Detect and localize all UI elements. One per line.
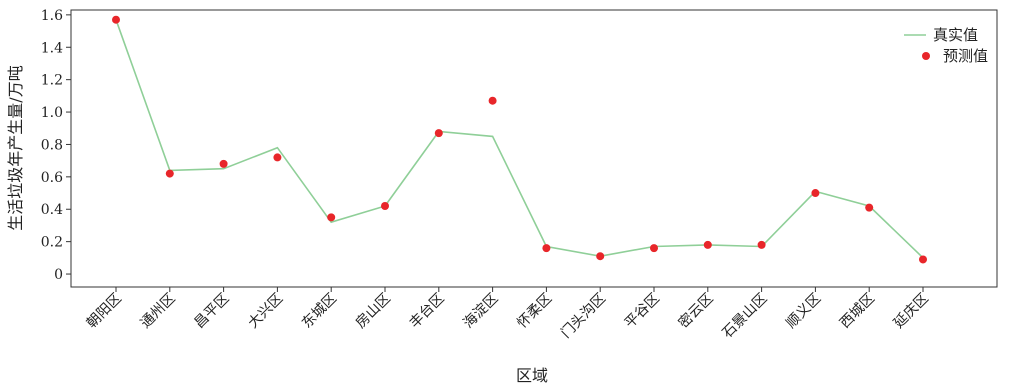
y-tick-label: 0.2 xyxy=(41,235,63,251)
predicted-value-point xyxy=(650,244,658,253)
y-tick-label: 1.6 xyxy=(41,8,63,24)
x-axis-ticks: 朝阳区 通州区 昌平区 大兴区 东城区 房山区 丰台区 海淀区 怀柔区 门头沟区 平谷区 密云区 石景山… xyxy=(84,287,932,341)
predicted-value-point xyxy=(703,240,712,249)
predicted-value-point xyxy=(542,244,551,253)
y-tick-label: 0 xyxy=(54,267,63,283)
predicted-value-point xyxy=(219,159,228,168)
y-tick-label: 1.0 xyxy=(41,105,63,121)
x-tick-label: 朝阳区 xyxy=(84,291,125,332)
predicted-value-point xyxy=(488,96,497,105)
x-tick-label: 西城区 xyxy=(837,291,878,332)
x-tick-label: 海淀区 xyxy=(460,291,501,332)
predicted-value-point xyxy=(865,203,874,212)
y-axis-title: 生活垃圾年产生量/万吨 xyxy=(6,65,25,230)
legend: 真实值 预测值 xyxy=(904,26,988,65)
x-tick-label: 门头沟区 xyxy=(558,291,609,342)
predicted-value-point xyxy=(919,255,927,264)
x-tick-label: 通州区 xyxy=(138,291,179,332)
x-axis-title: 区域 xyxy=(516,366,548,385)
y-tick-label: 0.4 xyxy=(41,202,63,218)
predicted-value-point xyxy=(112,15,120,24)
predicted-value-point xyxy=(434,129,443,138)
predicted-value-point xyxy=(596,252,605,261)
plot-frame xyxy=(70,9,998,288)
predicted-value-point xyxy=(273,153,282,162)
y-tick-label: 1.2 xyxy=(41,73,63,89)
predicted-value-point xyxy=(327,213,336,222)
x-tick-label: 密云区 xyxy=(675,290,717,332)
series xyxy=(112,15,927,264)
x-tick-label: 东城区 xyxy=(299,291,340,332)
predicted-value-point xyxy=(811,189,820,198)
predicted-value-point xyxy=(381,202,389,211)
x-tick-label: 丰台区 xyxy=(407,291,448,332)
x-tick-label: 怀柔区 xyxy=(514,291,555,332)
legend-dot-swatch xyxy=(922,52,930,60)
y-tick-label: 0.6 xyxy=(41,170,63,186)
predicted-value-point xyxy=(165,169,174,178)
y-tick-label: 0.8 xyxy=(41,137,63,153)
axes xyxy=(70,9,998,288)
legend-label-actual: 真实值 xyxy=(933,26,978,44)
x-tick-label: 大兴区 xyxy=(245,291,286,332)
x-tick-label: 平谷区 xyxy=(622,291,663,332)
legend-label-predicted: 预测值 xyxy=(943,47,988,65)
x-tick-label: 延庆区 xyxy=(891,291,932,332)
x-tick-label: 顺义区 xyxy=(783,291,824,332)
y-axis-ticks: 0 0.2 0.4 0.6 0.8 1.0 1.2 1.4 1.6 xyxy=(41,8,71,283)
x-tick-label: 石景山区 xyxy=(720,291,771,342)
actual-value-line xyxy=(115,19,924,259)
x-tick-label: 房山区 xyxy=(353,291,394,332)
y-tick-label: 1.4 xyxy=(41,40,63,56)
predicted-value-point xyxy=(757,240,766,249)
x-tick-label: 昌平区 xyxy=(191,291,232,332)
